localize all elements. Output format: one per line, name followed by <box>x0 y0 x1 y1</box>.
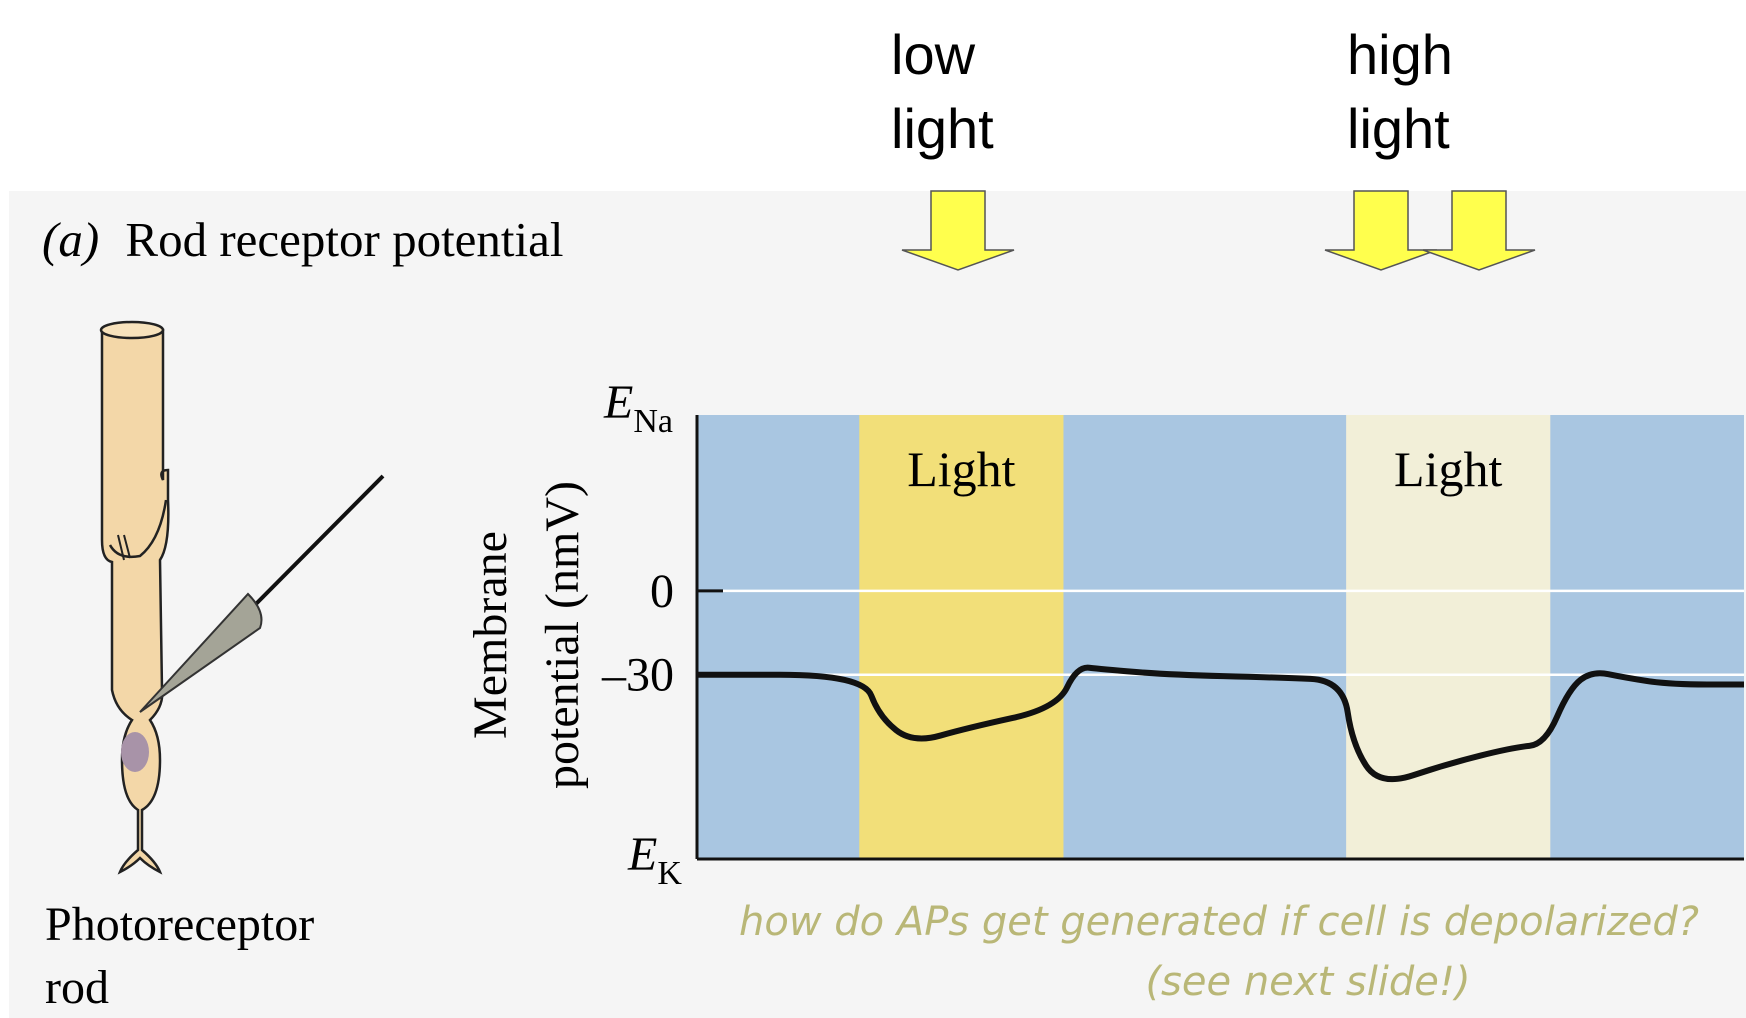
e-na-sub: Na <box>633 403 673 440</box>
light-period-band <box>1346 415 1551 859</box>
photoreceptor-rod-illustration <box>99 320 170 875</box>
plot-background <box>697 415 1744 859</box>
panel-title: (a) Rod receptor potential <box>42 212 564 267</box>
panel-label: (a) <box>42 212 99 267</box>
y-tick-label: –30 <box>601 649 674 702</box>
handwritten-note-line1: how do APs get generated if cell is depo… <box>739 899 1699 945</box>
light-period-band <box>859 415 1064 859</box>
down-arrow-icon <box>1422 190 1536 271</box>
y-tick-label: 0 <box>650 565 674 618</box>
electrode-icon <box>139 474 385 713</box>
low-light-line1: low <box>891 23 976 86</box>
membrane-potential-trace <box>697 664 1744 783</box>
light-period-label: Light <box>1394 441 1502 497</box>
membrane-potential-chart: Light Light 0 –30 <box>601 415 1744 861</box>
e-k-main: E <box>627 828 657 881</box>
e-na-main: E <box>603 376 633 429</box>
cell-caption-line2: rod <box>45 961 109 1014</box>
down-arrow-icon <box>901 190 1015 271</box>
cell-caption-line1: Photoreceptor <box>45 898 314 951</box>
y-axis-label-line1: Membrane <box>464 531 517 739</box>
y-axis-label-line2: potential (nmV) <box>536 481 589 789</box>
panel-title-text: Rod receptor potential <box>125 212 563 267</box>
y-top-label: ENa <box>603 376 673 440</box>
high-light-line1: high <box>1347 23 1453 86</box>
e-k-sub: K <box>657 855 682 892</box>
high-light-line2: light <box>1347 97 1450 160</box>
down-arrow-icon <box>1324 190 1438 271</box>
y-bottom-label: EK <box>627 828 682 892</box>
light-period-label: Light <box>907 441 1015 497</box>
handwritten-note-line2: (see next slide!) <box>1145 959 1470 1005</box>
low-light-line2: light <box>891 97 994 160</box>
light-arrows <box>901 190 1536 271</box>
